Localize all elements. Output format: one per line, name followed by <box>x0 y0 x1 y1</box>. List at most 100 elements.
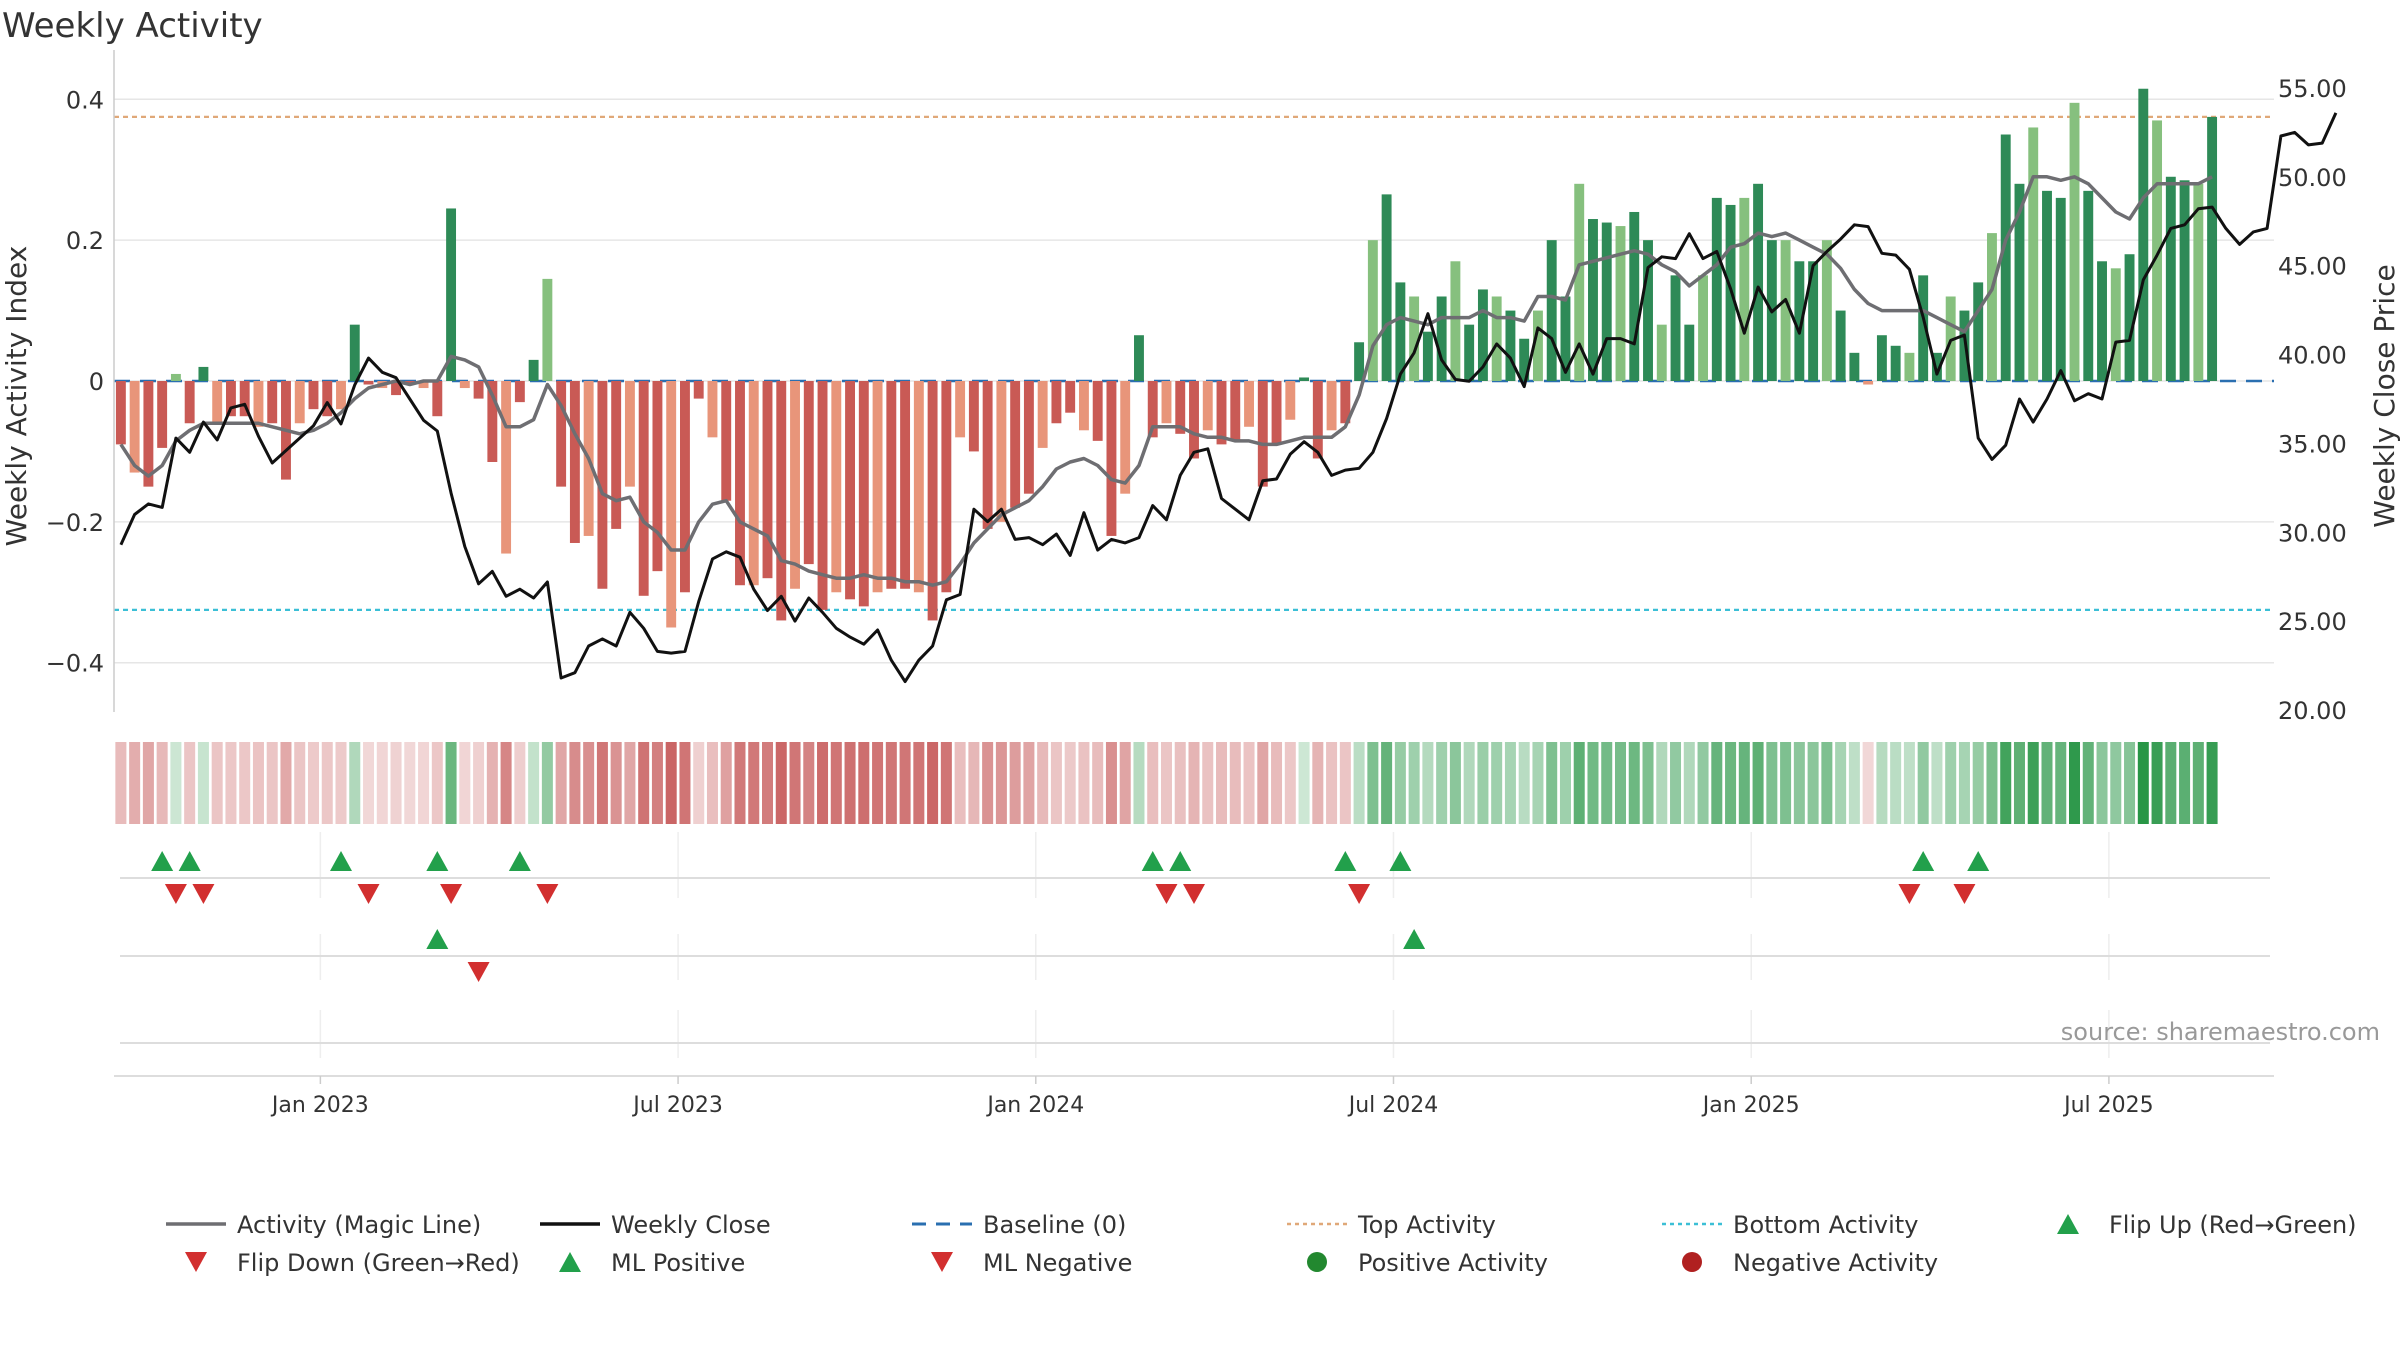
activity-bar <box>239 381 250 417</box>
heat-cell <box>142 742 154 824</box>
y2-tick-label: 35.00 <box>2278 430 2347 458</box>
activity-bar <box>1395 282 1406 381</box>
heat-cell <box>225 742 237 824</box>
activity-bar <box>1560 296 1571 381</box>
activity-bar <box>1216 381 1227 445</box>
activity-bar <box>652 381 663 572</box>
flip-down-marker <box>1348 884 1371 904</box>
x-tick-label: Jan 2023 <box>270 1093 369 1118</box>
activity-bars <box>115 88 2218 628</box>
y2-axis-label: Weekly Close Price <box>2368 264 2400 527</box>
heat-cell <box>1752 742 1764 824</box>
activity-bar <box>1945 296 1956 381</box>
heat-cell <box>940 742 952 824</box>
activity-bar <box>143 381 154 487</box>
activity-bar <box>2000 134 2011 381</box>
heat-cell <box>1422 742 1434 824</box>
heat-cell <box>569 742 581 824</box>
heat-cell <box>1835 742 1847 824</box>
heat-cell <box>1078 742 1090 824</box>
heat-cell <box>1381 742 1393 824</box>
activity-bar <box>1010 381 1021 508</box>
heat-cell <box>321 742 333 824</box>
heat-cell <box>1477 742 1489 824</box>
heat-cell <box>390 742 402 824</box>
activity-bar <box>556 381 567 487</box>
flip-up-marker <box>1967 851 1990 871</box>
activity-bar <box>845 381 856 600</box>
flip-up-marker <box>178 851 201 871</box>
activity-bar <box>721 381 732 501</box>
heat-cell <box>1064 742 1076 824</box>
heat-cell <box>1174 742 1186 824</box>
flip-down-marker <box>357 884 380 904</box>
heat-cell <box>899 742 911 824</box>
flip-down-marker <box>1898 884 1921 904</box>
activity-bar <box>996 381 1007 522</box>
x-tick-label: Jul 2025 <box>2062 1093 2154 1118</box>
activity-bar <box>2138 88 2149 381</box>
legend-label: ML Negative <box>983 1249 1132 1277</box>
heat-cell <box>266 742 278 824</box>
heat-cell <box>1614 742 1626 824</box>
heat-cell <box>830 742 842 824</box>
legend-swatch <box>185 1252 207 1272</box>
activity-bar <box>1023 381 1034 494</box>
activity-bar <box>858 381 869 607</box>
activity-bar <box>294 381 305 424</box>
activity-bar <box>1381 194 1392 381</box>
heat-cell <box>1408 742 1420 824</box>
heat-cell <box>1958 742 1970 824</box>
activity-bar <box>1285 381 1296 420</box>
heat-cell <box>2192 742 2204 824</box>
activity-bar <box>1698 275 1708 381</box>
activity-bar <box>446 208 457 381</box>
legend-swatch <box>1307 1252 1327 1272</box>
heat-cell <box>596 742 608 824</box>
heat-cell <box>1807 742 1819 824</box>
flip-down-marker <box>1183 884 1205 904</box>
heat-cell <box>872 742 884 824</box>
activity-bar <box>776 381 787 621</box>
heat-cell <box>1917 742 1929 824</box>
heat-cell <box>1628 742 1640 824</box>
heat-cell <box>1394 742 1406 824</box>
y2-tick-label: 45.00 <box>2278 253 2347 281</box>
activity-bar <box>1918 275 1929 381</box>
activity-bar <box>1326 381 1337 431</box>
ml-positive-marker <box>1403 929 1426 949</box>
activity-bar <box>1794 261 1805 381</box>
activity-bar <box>170 373 181 381</box>
activity-bar <box>1436 296 1447 381</box>
activity-bar <box>735 381 745 586</box>
flip-up-marker <box>330 851 353 871</box>
heat-cell <box>404 742 416 824</box>
activity-bar <box>982 381 993 529</box>
heat-cell <box>555 742 567 824</box>
heat-cell <box>307 742 319 824</box>
activity-bar <box>1450 261 1461 381</box>
y-axis-label: Weekly Activity Index <box>0 246 33 547</box>
activity-bar <box>212 381 223 424</box>
activity-bar <box>968 381 979 452</box>
heat-cell <box>1532 742 1544 824</box>
heat-cell <box>1725 742 1737 824</box>
heat-cell <box>1298 742 1310 824</box>
heat-cell <box>610 742 622 824</box>
y-tick-label: 0 <box>89 368 104 396</box>
x-tick-label: Jan 2024 <box>985 1093 1084 1118</box>
flip-up-marker <box>1912 851 1935 871</box>
activity-bar <box>267 381 278 424</box>
heat-cell <box>431 742 443 824</box>
y-tick-label: 0.2 <box>66 227 104 255</box>
heat-cell <box>1133 742 1145 824</box>
heat-cell <box>1862 742 1874 824</box>
legend-label: Negative Activity <box>1733 1249 1938 1277</box>
activity-bar <box>1037 381 1048 448</box>
activity-bar <box>762 381 773 579</box>
heat-cell <box>2206 742 2218 824</box>
heat-cell <box>803 742 815 824</box>
heat-cell <box>1312 742 1324 824</box>
heat-cell <box>211 742 223 824</box>
activity-bar <box>1574 183 1585 381</box>
